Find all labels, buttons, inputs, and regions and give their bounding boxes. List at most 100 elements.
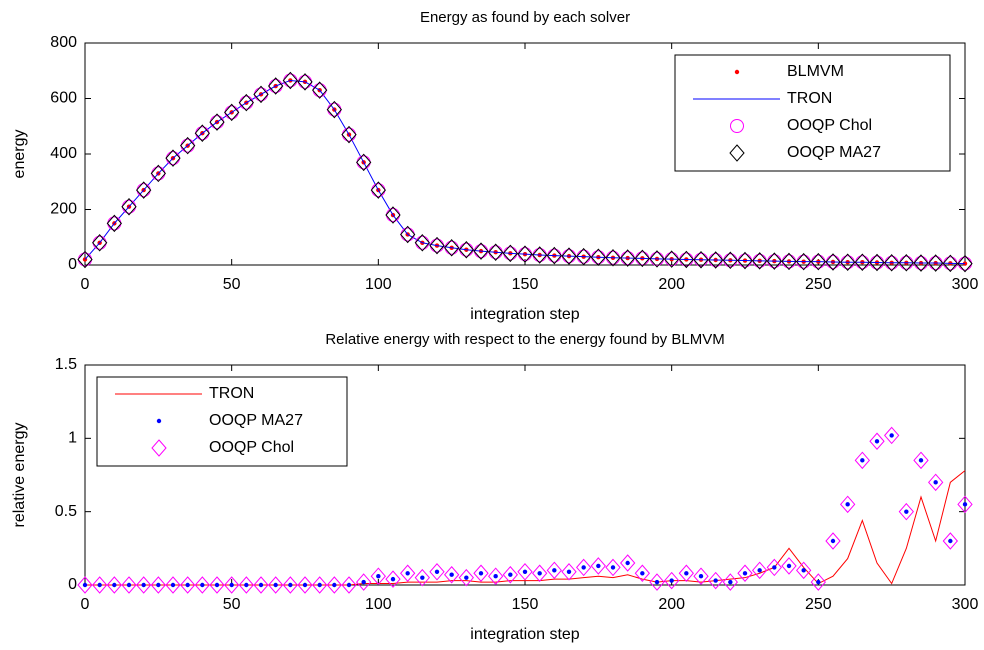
marker-diamond [444, 239, 460, 257]
marker-dot [346, 582, 352, 588]
y-tick-label: 200 [50, 201, 77, 218]
marker-dot [742, 571, 748, 576]
marker-dot [302, 582, 308, 588]
marker-diamond [737, 564, 753, 583]
marker-dot [552, 568, 557, 573]
marker-diamond [429, 563, 445, 581]
legend-label: OOQP MA27 [209, 412, 303, 429]
marker-dot [185, 582, 190, 588]
marker-diamond [268, 576, 284, 594]
marker-diamond [766, 252, 782, 270]
marker-dot [874, 439, 880, 444]
marker-diamond [913, 451, 929, 470]
marker-dot [390, 576, 396, 582]
marker-diamond [488, 243, 504, 261]
marker-diamond [121, 576, 137, 594]
marker-dot [112, 582, 117, 588]
marker-diamond [92, 234, 108, 252]
legend-swatch [734, 69, 740, 75]
marker-diamond [708, 251, 724, 269]
marker-diamond [165, 576, 181, 594]
marker-dot [728, 579, 733, 585]
marker-diamond [532, 564, 548, 583]
x-tick-label: 300 [952, 596, 979, 613]
marker-dot [478, 571, 484, 576]
marker-diamond [781, 557, 797, 575]
marker-dot [948, 538, 953, 544]
x-tick-label: 0 [81, 596, 90, 613]
marker-dot [405, 571, 410, 576]
marker-diamond [605, 249, 621, 267]
marker-dot [684, 571, 689, 576]
marker-dot [420, 575, 425, 580]
marker-diamond [253, 85, 269, 104]
y-axis-label: relative energy [11, 423, 28, 528]
marker-diamond [180, 136, 196, 155]
marker-diamond [224, 576, 240, 594]
marker-diamond [781, 252, 797, 271]
marker-dot [508, 572, 513, 577]
marker-diamond [752, 561, 768, 580]
legend-label: BLMVM [787, 63, 844, 80]
marker-diamond [840, 253, 856, 271]
marker-diamond [810, 573, 826, 591]
marker-diamond [561, 563, 577, 581]
marker-diamond [356, 153, 372, 172]
legend-swatch [156, 418, 162, 424]
marker-diamond [194, 576, 210, 594]
marker-diamond [869, 432, 885, 451]
marker-diamond [194, 124, 210, 142]
marker-dot [82, 582, 88, 588]
marker-diamond [693, 250, 709, 269]
marker-diamond [429, 236, 445, 255]
marker-diamond [576, 558, 592, 577]
x-tick-label: 100 [365, 276, 392, 293]
marker-diamond [649, 250, 665, 268]
marker-dot [698, 574, 704, 579]
legend-box [674, 54, 951, 172]
marker-diamond [649, 573, 665, 591]
marker-diamond [576, 247, 592, 266]
marker-diamond [77, 250, 93, 269]
marker-diamond [370, 181, 386, 199]
marker-dot [126, 582, 132, 588]
marker-dot [669, 578, 674, 583]
marker-dot [786, 563, 792, 569]
marker-diamond [370, 567, 386, 585]
legend-swatch [730, 119, 744, 133]
marker-diamond [150, 576, 166, 594]
marker-dot [229, 582, 234, 588]
marker-dot [493, 574, 498, 579]
marker-diamond [561, 247, 577, 265]
y-tick-label: 0 [68, 256, 77, 273]
marker-diamond [136, 576, 152, 594]
y-tick-label: 1 [68, 430, 77, 447]
marker-dot [97, 582, 102, 588]
marker-diamond [341, 576, 357, 594]
legend-box [96, 376, 348, 467]
marker-dot [317, 582, 322, 588]
marker-diamond [282, 576, 298, 594]
marker-dot [434, 569, 440, 574]
x-tick-label: 200 [658, 276, 685, 293]
marker-diamond [121, 197, 137, 216]
marker-dot [918, 458, 924, 463]
marker-diamond [385, 570, 401, 588]
marker-diamond [884, 254, 900, 272]
x-tick-label: 100 [365, 596, 392, 613]
marker-diamond [106, 214, 122, 233]
marker-diamond [869, 253, 885, 272]
marker-diamond [546, 246, 562, 265]
y-tick-label: 800 [50, 34, 77, 51]
marker-dot [258, 582, 264, 588]
marker-diamond [356, 573, 372, 591]
marker-diamond [664, 250, 680, 268]
marker-diamond [312, 81, 328, 99]
marker-diamond [898, 502, 914, 521]
marker-dot [449, 572, 454, 577]
marker-diamond [297, 73, 313, 91]
marker-diamond [517, 563, 533, 581]
marker-diamond [605, 558, 621, 577]
marker-diamond [590, 557, 606, 575]
